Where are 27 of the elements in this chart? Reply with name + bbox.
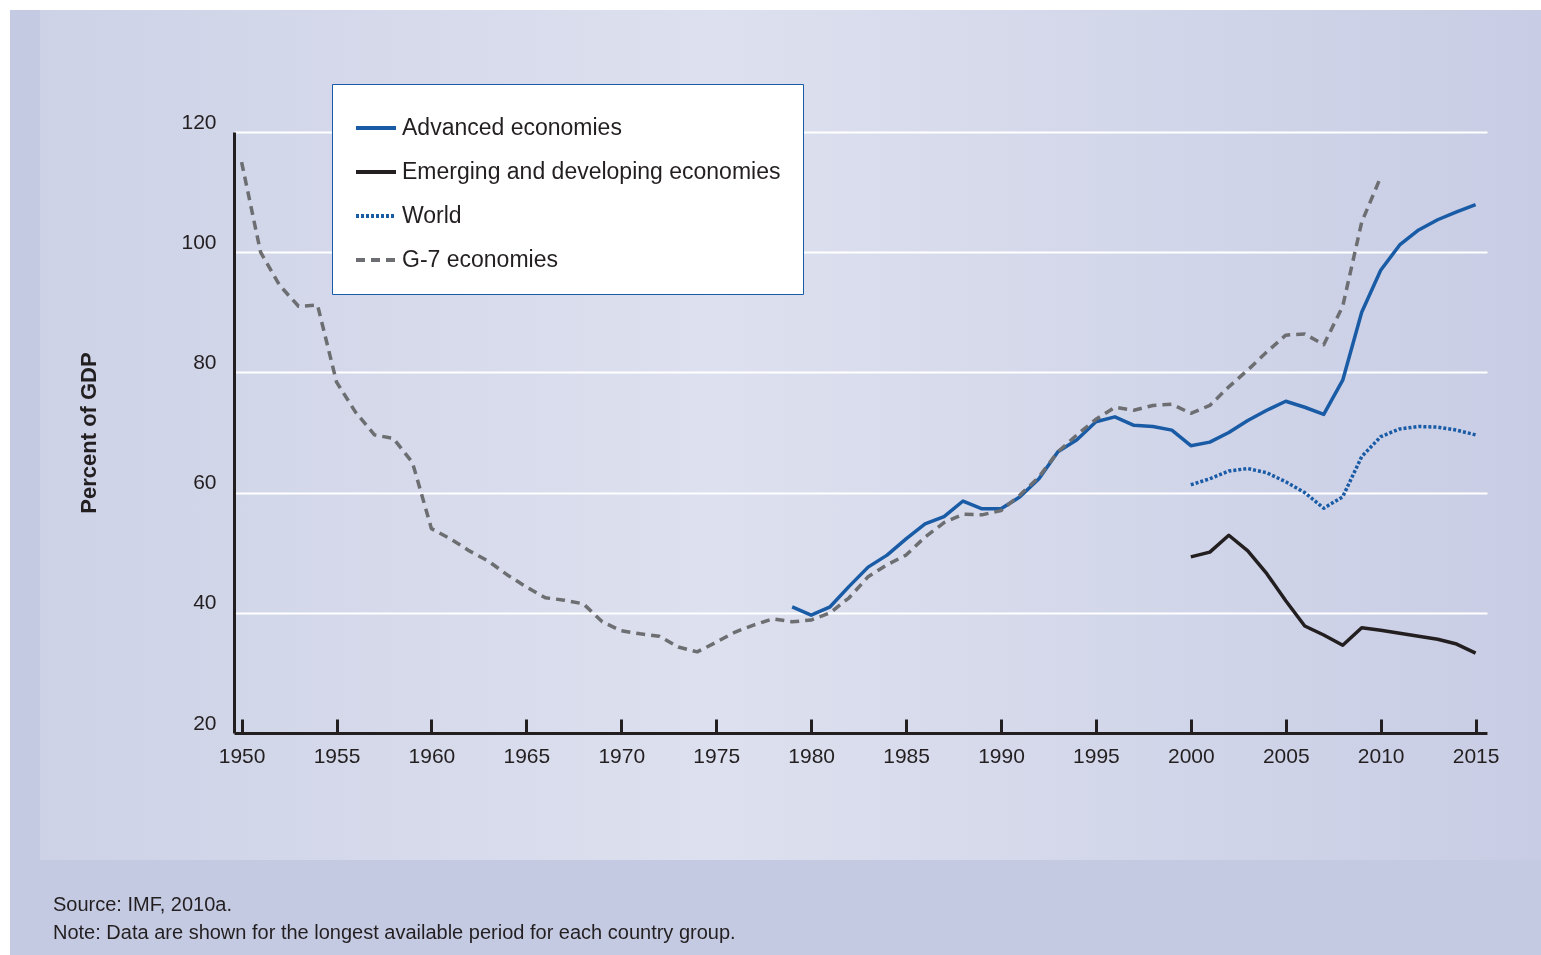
x-tick-label: 1950 — [218, 743, 266, 767]
legend-label: Advanced economies — [402, 114, 622, 140]
x-tick-label: 2015 — [1452, 743, 1500, 767]
y-tick-label: 100 — [181, 229, 217, 253]
x-tick-label: 2000 — [1167, 743, 1215, 767]
y-tick-label: 40 — [193, 590, 217, 614]
y-axis-title: Percent of GDP — [76, 352, 102, 514]
legend-label: World — [402, 202, 462, 228]
y-tick-label: 20 — [193, 710, 217, 734]
x-tick-label: 2005 — [1262, 743, 1310, 767]
x-tick-label: 2010 — [1357, 743, 1405, 767]
y-tick-label: 80 — [193, 349, 217, 373]
y-tick-label: 60 — [193, 470, 217, 494]
x-tick-label: 1965 — [503, 743, 551, 767]
legend-label: G-7 economies — [402, 246, 558, 272]
legend-label: Emerging and developing economies — [402, 158, 781, 184]
x-tick-label: 1980 — [788, 743, 835, 767]
x-tick-label: 1960 — [408, 743, 456, 767]
x-tick-label: 1975 — [693, 743, 741, 767]
text: Note: Data are shown for the longest available period for each country group. — [53, 920, 736, 945]
x-tick-label: 1955 — [313, 743, 361, 767]
x-tick-label: 1985 — [883, 743, 930, 767]
x-tick-label: 1990 — [978, 743, 1025, 767]
x-tick-label: 1970 — [598, 743, 646, 767]
y-tick-label: 120 — [181, 109, 217, 133]
x-tick-label: 1995 — [1073, 743, 1120, 767]
source-note: Source: IMF, 2010a. — [53, 892, 233, 917]
